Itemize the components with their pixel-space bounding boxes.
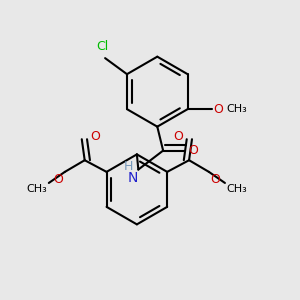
Text: O: O	[188, 143, 198, 157]
Text: CH₃: CH₃	[226, 104, 247, 114]
Text: CH₃: CH₃	[226, 184, 247, 194]
Text: O: O	[210, 173, 220, 186]
Text: O: O	[173, 130, 183, 143]
Text: Cl: Cl	[96, 40, 108, 53]
Text: N: N	[128, 171, 138, 185]
Text: CH₃: CH₃	[27, 184, 47, 194]
Text: H: H	[124, 160, 133, 173]
Text: O: O	[53, 173, 63, 186]
Text: O: O	[90, 130, 100, 143]
Text: O: O	[213, 103, 223, 116]
